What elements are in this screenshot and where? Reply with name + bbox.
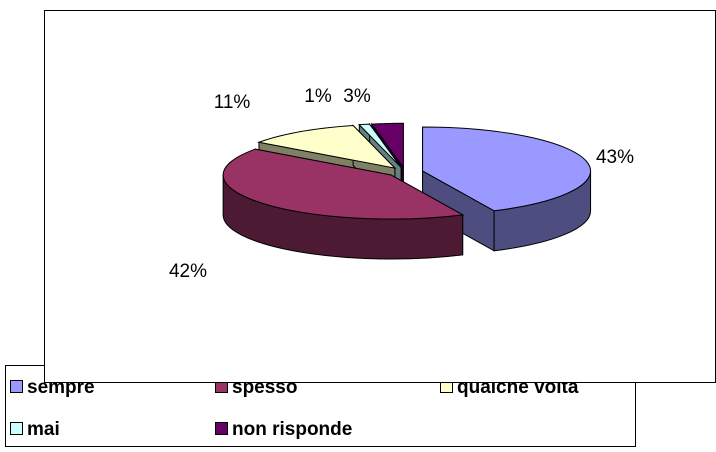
slice (358, 123, 402, 168)
slice (257, 124, 397, 169)
legend-swatch (215, 422, 228, 435)
legend-swatch (10, 380, 23, 393)
data-label: 11% (214, 92, 251, 113)
pie: 43% 42% 11% 1% 3% (169, 86, 634, 282)
slice (422, 126, 592, 212)
data-label: 3% (343, 86, 371, 107)
data-label: 1% (304, 86, 332, 107)
legend-label: non risponde (232, 419, 352, 440)
data-label: 42% (169, 261, 207, 282)
legend-label: mai (27, 419, 60, 440)
slice (222, 148, 465, 220)
legend-swatch (10, 422, 23, 435)
slice (370, 122, 404, 169)
data-label: 43% (596, 147, 634, 168)
